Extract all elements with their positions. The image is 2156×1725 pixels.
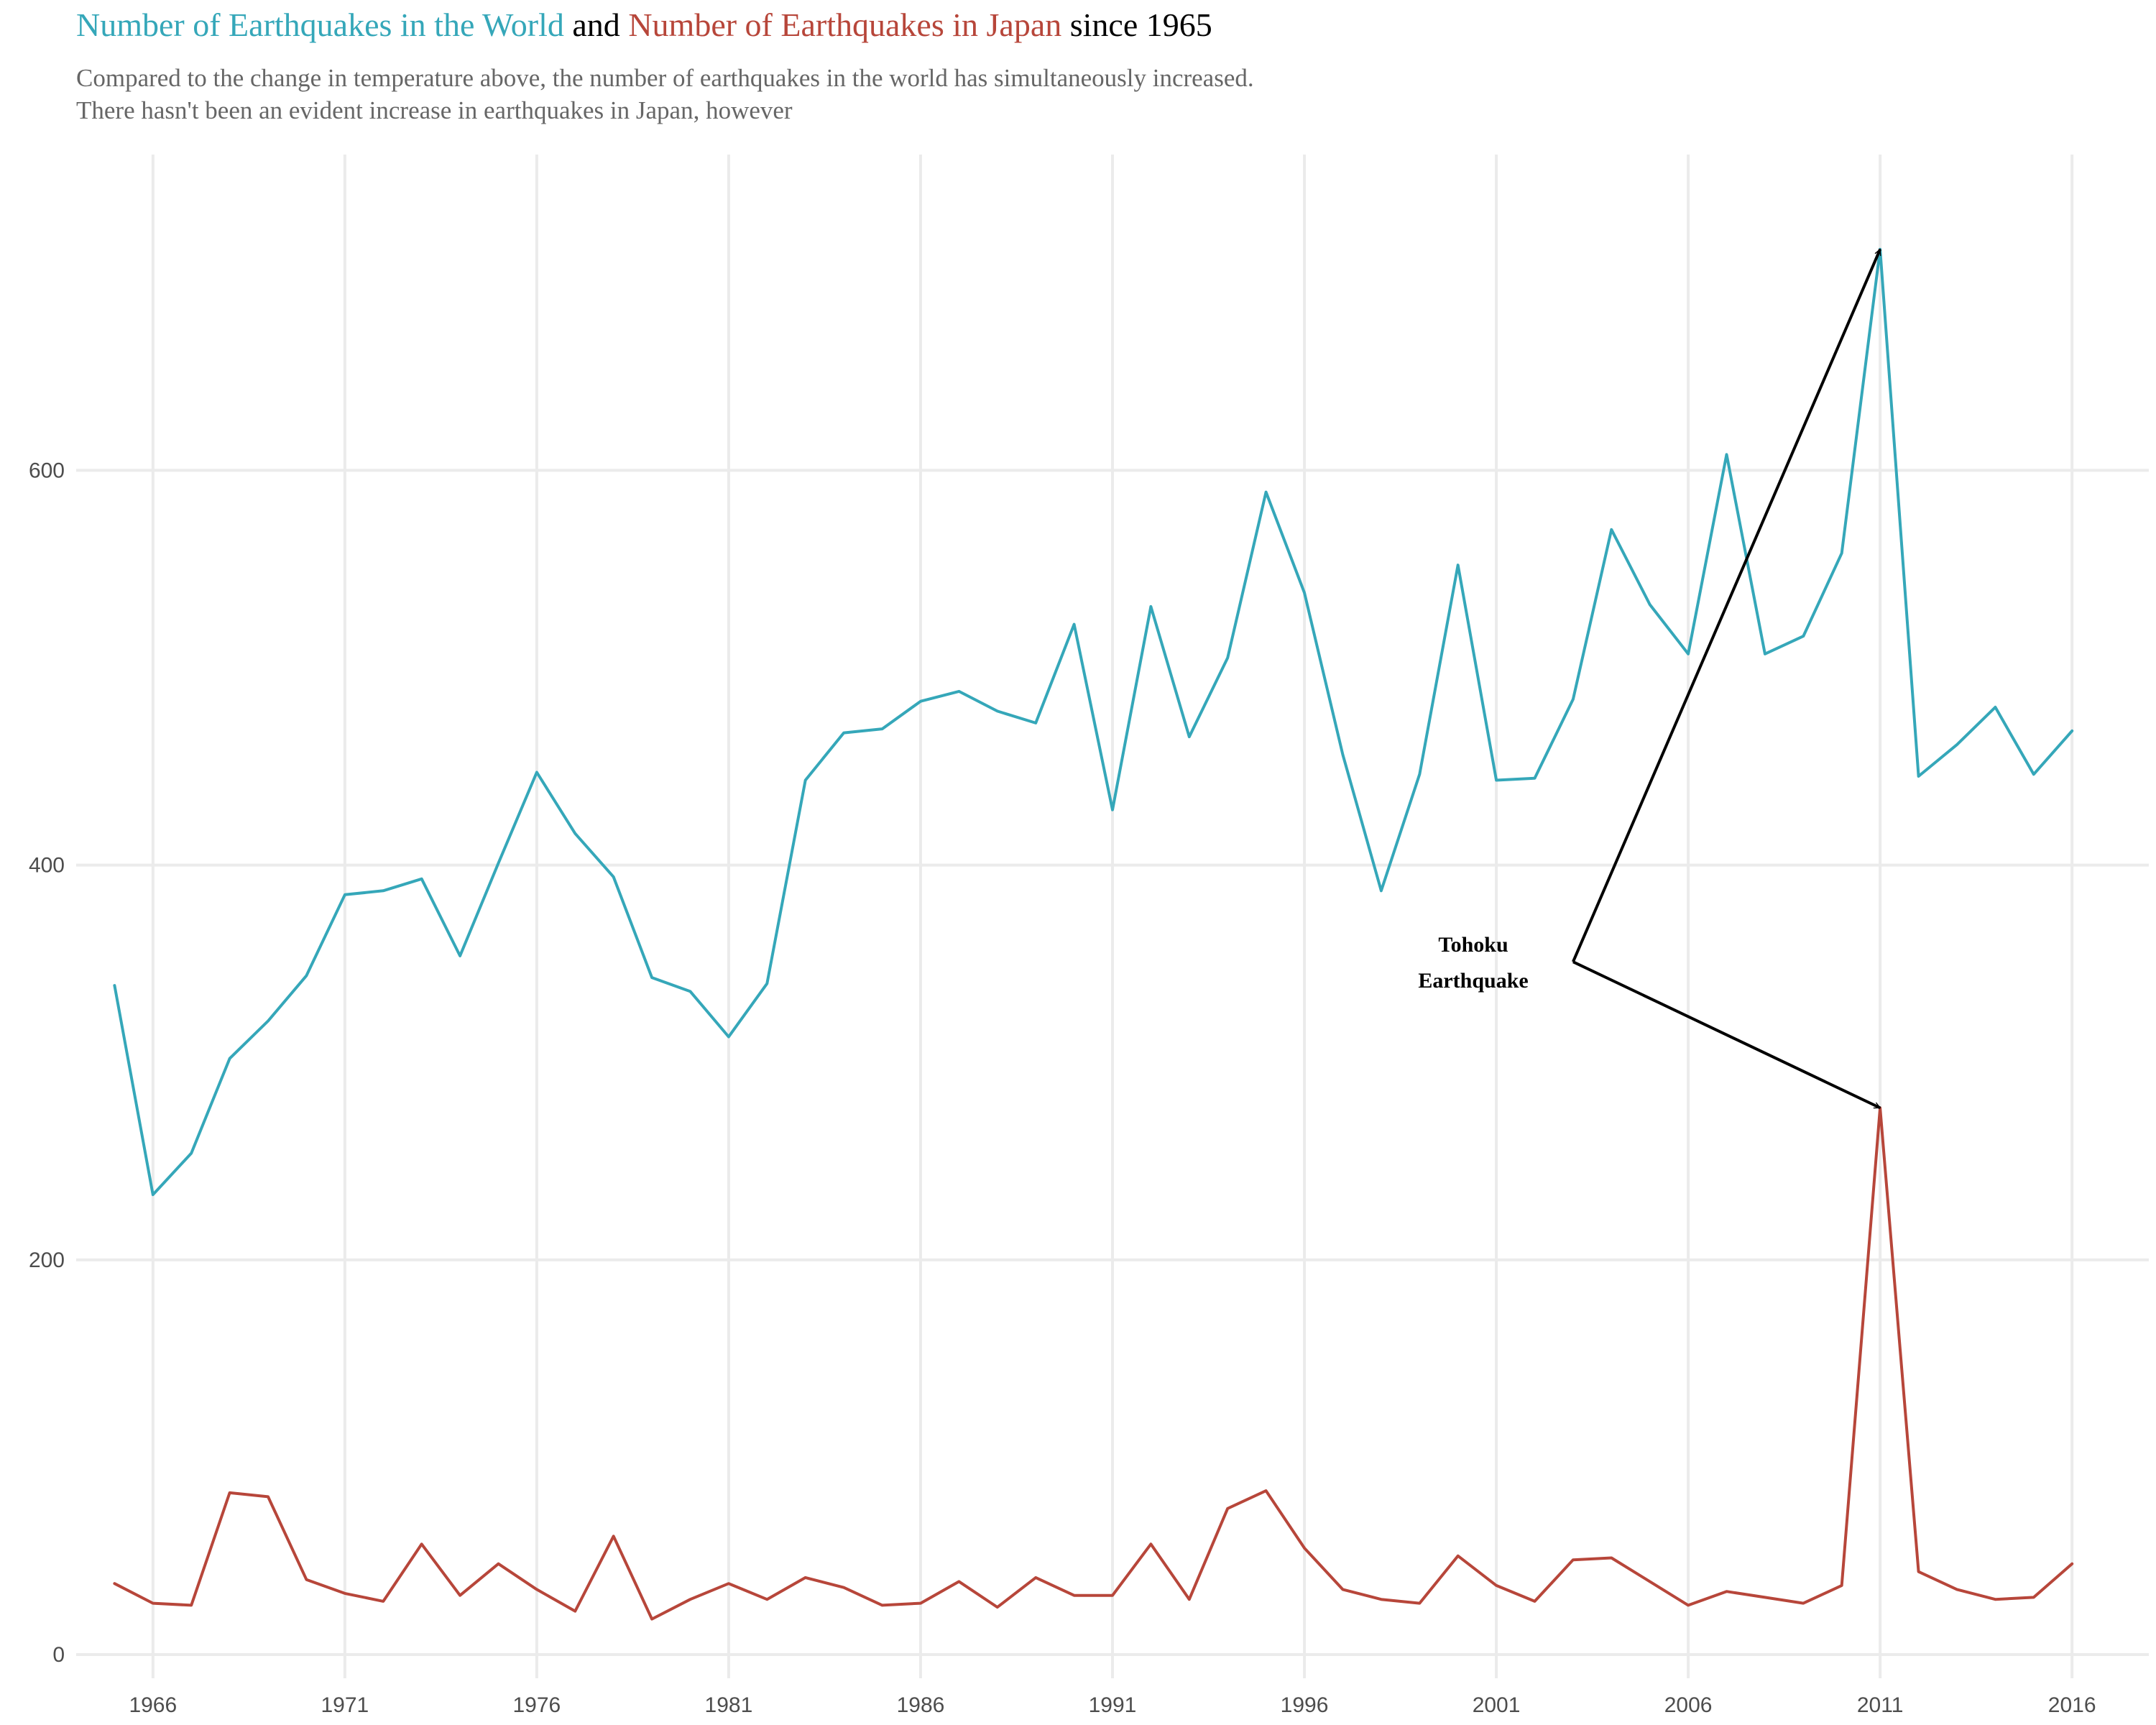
x-tick-label: 2016 (2048, 1693, 2096, 1717)
x-tick-label: 1996 (1281, 1693, 1329, 1717)
annotation-arrow (1572, 249, 1881, 962)
x-tick-label: 1971 (321, 1693, 369, 1717)
x-tick-label: 1991 (1089, 1693, 1137, 1717)
x-tick-label: 2006 (1664, 1693, 1713, 1717)
annotation-label-line-1: Tohoku (1438, 933, 1508, 957)
chart-title: Number of Earthquakes in the World and N… (76, 6, 1212, 44)
y-tick-label: 600 (29, 459, 65, 482)
x-tick-label: 1981 (705, 1693, 753, 1717)
subtitle-line-2: There hasn't been an evident increase in… (76, 96, 793, 124)
annotation-label-line-2: Earthquake (1418, 969, 1528, 993)
y-tick-label: 400 (29, 854, 65, 878)
y-grid (76, 469, 2149, 1657)
x-axis-ticks: 1966 1971 1976 1981 1986 1991 1996 2001 2006 2011… (129, 1693, 2096, 1717)
title-japan: Number of Earthquakes in Japan (628, 6, 1062, 43)
x-tick-label: 1966 (129, 1693, 177, 1717)
x-grid (151, 155, 2074, 1678)
x-tick-label: 1976 (513, 1693, 561, 1717)
annotation-arrow (1572, 960, 1880, 1110)
world-series-line (113, 247, 2074, 1197)
x-tick-label: 1986 (897, 1693, 945, 1717)
chart-subtitle: Compared to the change in temperature ab… (76, 62, 1254, 126)
y-tick-label: 0 (52, 1643, 65, 1667)
x-tick-label: 2011 (1857, 1693, 1904, 1717)
annotation-layer: Tohoku Earthquake (1418, 249, 1881, 1110)
subtitle-line-1: Compared to the change in temperature ab… (76, 64, 1254, 92)
title-world: Number of Earthquakes in the World (76, 6, 564, 43)
y-tick-label: 200 (29, 1248, 65, 1272)
series-layer (113, 247, 2074, 1621)
title-since: since 1965 (1061, 6, 1212, 43)
japan-series-line (113, 1106, 2074, 1621)
title-and: and (563, 6, 629, 43)
x-tick-label: 2001 (1473, 1693, 1521, 1717)
y-axis-ticks: 0 200 400 600 (29, 459, 65, 1667)
